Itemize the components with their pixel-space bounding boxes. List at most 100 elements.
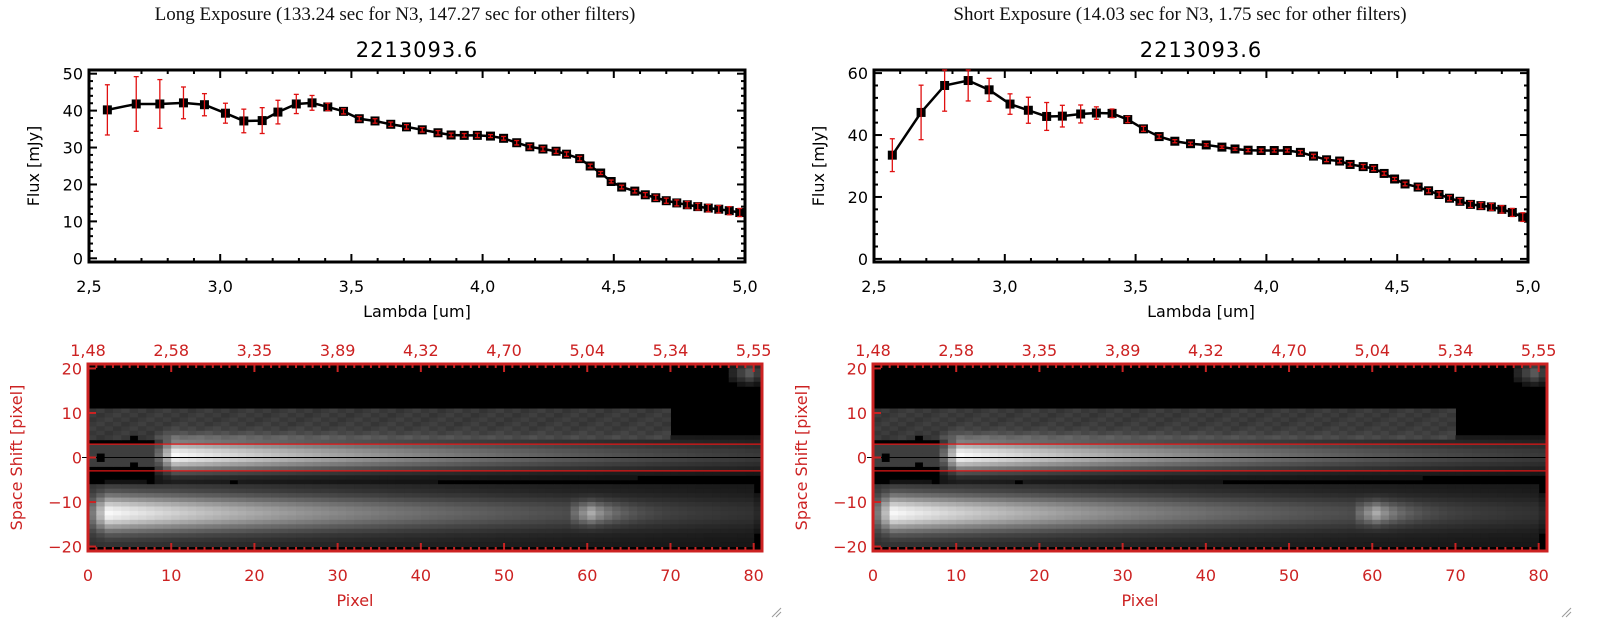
long-image-pixel (246, 466, 255, 472)
long-image-pixel (179, 417, 189, 423)
short-image-pixel (1355, 502, 1365, 507)
short-image-pixel (1289, 435, 1298, 441)
long-image-pixel (137, 493, 147, 499)
short-image-pixel (947, 461, 957, 467)
long-image-pixel (121, 417, 131, 423)
short-image-pixel (964, 439, 974, 445)
short-image-pixel (1097, 537, 1107, 543)
short-image-pixel (1338, 417, 1348, 423)
long-image-pixel (504, 493, 513, 499)
short-image-pixel (1064, 502, 1074, 507)
long-image-pixel (703, 542, 713, 548)
long-image-pixel (387, 448, 397, 454)
long-image-pixel (462, 484, 472, 490)
long-image-pixel (320, 542, 330, 548)
long-image-pixel (162, 417, 172, 423)
short-image-pixel (1164, 479, 1174, 485)
short-image-pixel (981, 475, 990, 481)
short-image-pixel (1072, 524, 1082, 530)
long-image-pixel (562, 448, 572, 454)
short-image-pixel (914, 484, 924, 490)
long-image-pixel (212, 479, 222, 485)
long-image-pixel (470, 502, 480, 507)
short-image-pixel (1272, 497, 1282, 503)
long-image-pixel (121, 510, 131, 516)
long-image-pixel (171, 524, 181, 530)
short-image-pixel (989, 466, 999, 472)
short-image-pixel (1047, 426, 1057, 432)
long-image-pixel (146, 537, 156, 543)
long-image-pixel (404, 528, 414, 534)
long-image-pixel (712, 444, 721, 450)
long-image-pixel (296, 426, 305, 432)
short-image-pixel (1330, 448, 1340, 454)
long-image-pixel (237, 488, 247, 494)
long-image-pixel (112, 444, 122, 450)
long-image-pixel (379, 519, 389, 525)
long-image-yaxis-title: Space Shift [pixel] (7, 385, 26, 531)
long-image-pixel (637, 412, 647, 418)
short-image-pixel (1164, 542, 1174, 548)
short-image-pixel (897, 430, 907, 436)
short-image-pixel (981, 444, 990, 450)
long-image-pixel (296, 421, 305, 427)
short-image-pixel (1047, 506, 1057, 512)
short-image-pixel (1363, 453, 1373, 458)
long-image-pixel (454, 537, 463, 543)
long-image-pixel (279, 444, 289, 450)
long-image-pixel (112, 461, 122, 467)
long-image-pixel (745, 381, 755, 387)
short-image-pixel (931, 435, 941, 441)
long-image-pixel (229, 515, 239, 521)
long-image-pixel (287, 542, 297, 548)
long-image-pixel (395, 493, 405, 499)
long-image-pixel (529, 444, 538, 450)
long-image-pixel (637, 506, 647, 512)
short-image-pixel (1139, 426, 1149, 432)
short-image-pixel (1280, 475, 1290, 481)
short-image-pixel (931, 457, 941, 463)
long-xtick-label: 3,5 (339, 277, 364, 296)
short-image-pixel (1081, 417, 1090, 423)
long-image-pixel (562, 453, 572, 458)
short-image-pixel (964, 519, 974, 525)
long-image-pixel (487, 439, 497, 445)
short-image-pixel (1363, 493, 1373, 499)
short-image-pixel (1022, 408, 1032, 414)
long-image-pixel (179, 421, 189, 427)
long-image-pixel (512, 519, 522, 525)
short-image-pixel (1031, 488, 1040, 494)
long-image-pixel (262, 484, 272, 490)
short-image-pixel (1047, 510, 1057, 516)
long-ytick-label: 50 (63, 65, 83, 84)
long-image-pixel (687, 519, 696, 525)
long-image-pixel (420, 484, 430, 490)
short-image-pixel (1147, 435, 1157, 441)
short-image-pixel (1039, 479, 1049, 485)
long-image-pixel (104, 457, 114, 463)
short-image-pixel (1047, 519, 1057, 525)
short-image-pixel (1330, 519, 1340, 525)
long-image-pixel (628, 533, 638, 539)
long-image-pixel (345, 506, 355, 512)
long-image-pixel (670, 519, 680, 525)
short-image-pixel (889, 502, 899, 507)
short-image-pixel (1289, 470, 1298, 476)
long-image-pixel (212, 426, 222, 432)
short-image-pixel (1081, 493, 1090, 499)
short-image-pixel (947, 533, 957, 539)
short-image-pixel (947, 430, 957, 436)
long-image-pixel (362, 515, 372, 521)
short-image-pixel (1155, 444, 1165, 450)
long-image-pixel (370, 484, 380, 490)
long-image-pixel (262, 417, 272, 423)
short-image-pixel (1006, 542, 1015, 548)
long-image-pixel (470, 488, 480, 494)
short-image-pixel (1022, 515, 1032, 521)
long-image-pixel (454, 497, 463, 503)
long-image-pixel (462, 502, 472, 507)
long-image-pixel (728, 497, 738, 503)
long-image-pixel (179, 484, 189, 490)
long-image-pixel (362, 421, 372, 427)
short-image-pixel (956, 412, 966, 418)
